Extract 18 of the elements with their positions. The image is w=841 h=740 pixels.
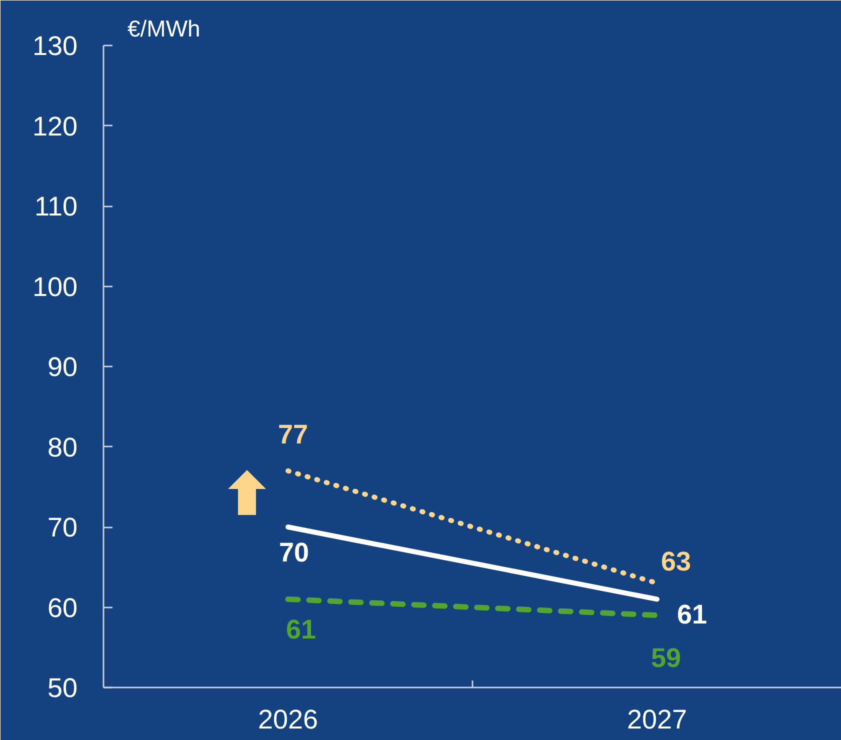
- y-tick-label: 100: [32, 272, 78, 302]
- y-tick-label: 110: [34, 192, 78, 222]
- x-tick-label: 2027: [626, 704, 688, 734]
- data-label: 59: [650, 642, 682, 673]
- data-label: 61: [676, 600, 708, 630]
- data-label: 63: [660, 546, 692, 577]
- data-label: 70: [278, 538, 310, 568]
- y-tick-label: 130: [32, 31, 78, 61]
- x-tick-label: 2026: [258, 704, 318, 734]
- y-tick-label: 90: [47, 352, 78, 382]
- data-label: 77: [278, 419, 308, 450]
- y-tick-label: 50: [47, 673, 78, 703]
- y-tick-label: 80: [47, 432, 78, 462]
- y-axis-title: €/MWh: [128, 16, 200, 42]
- data-label: 61: [286, 614, 316, 645]
- y-tick-label: 60: [47, 592, 78, 623]
- y-tick-label: 70: [47, 512, 78, 542]
- y-tick-label: 120: [32, 111, 78, 142]
